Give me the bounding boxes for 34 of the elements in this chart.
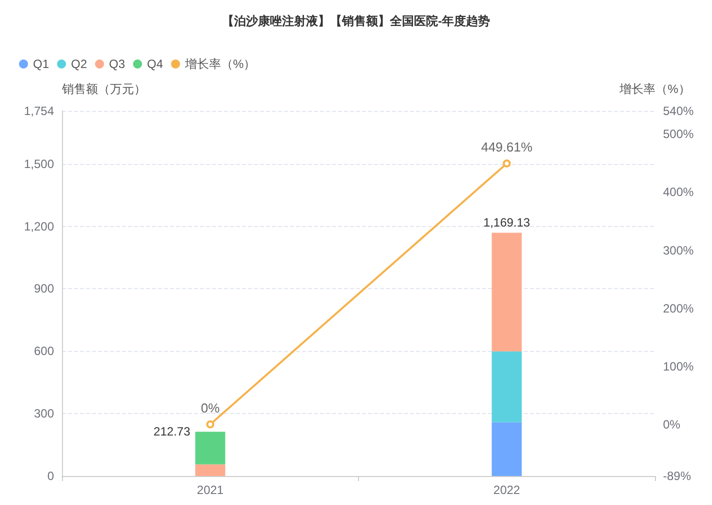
y2-tick-label: 300% (663, 243, 694, 258)
bar (492, 232, 522, 352)
bar (195, 432, 226, 464)
y-tick-label: 1,200 (24, 219, 54, 234)
chart-title: 【泊沙康唑注射液】【销售额】全国医院-年度趋势 (222, 14, 490, 28)
y2-tick-label: 0% (663, 417, 681, 432)
bar (492, 422, 522, 476)
y-axis-title: 销售额（万元） (61, 82, 146, 96)
total-label: 212.73 (154, 424, 191, 439)
data-label: 0% (200, 400, 220, 416)
y2-tick-label: 100% (663, 359, 694, 374)
data-label: 449.61% (481, 139, 533, 154)
y-tick-label: 1,754 (24, 104, 54, 118)
legend-label: 增长率（%） (184, 57, 256, 71)
legend-label: Q3 (109, 57, 126, 71)
y2-tick-label: 400% (663, 185, 694, 200)
y2-tick-label: 200% (663, 301, 694, 316)
x-tick-label: 2022 (493, 483, 520, 497)
y-tick-label: 0 (47, 469, 54, 483)
x-tick-label: 2021 (196, 483, 224, 497)
legend-label: Q1 (33, 57, 50, 71)
y-tick-label: 900 (34, 282, 54, 296)
y2-axis-title: 增长率（%） (618, 82, 690, 96)
legend-label: Q4 (147, 57, 164, 71)
y-tick-label: 300 (34, 406, 54, 421)
y2-tick-label: -89% (663, 469, 692, 483)
total-label: 1,169.13 (483, 216, 530, 230)
y-tick-label: 600 (34, 344, 54, 358)
legend-label: Q2 (71, 57, 88, 71)
bar (492, 351, 522, 422)
y-tick-label: 1,500 (24, 156, 54, 171)
y2-tick-label: 500% (663, 127, 694, 142)
y2-tick-label: 540% (663, 104, 694, 118)
bar (195, 464, 226, 476)
